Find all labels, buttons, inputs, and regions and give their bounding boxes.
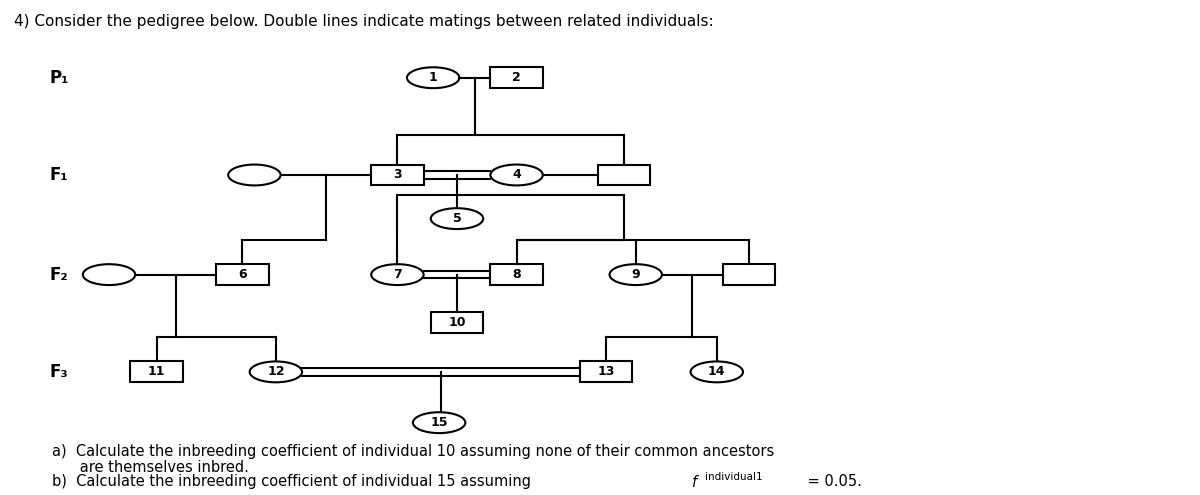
Text: 9: 9	[631, 268, 640, 281]
Bar	[131, 361, 182, 382]
Text: 11: 11	[148, 365, 166, 378]
Text: 7: 7	[394, 268, 402, 281]
Bar	[491, 67, 542, 88]
Text: a)  Calculate the inbreeding coefficient of individual 10 assuming none of their: a) Calculate the inbreeding coefficient …	[52, 445, 774, 459]
Text: 3: 3	[394, 168, 402, 182]
Text: 14: 14	[708, 365, 726, 378]
Bar	[216, 264, 269, 285]
Text: 15: 15	[431, 416, 448, 429]
Text: = 0.05.: = 0.05.	[803, 474, 862, 489]
Text: b)  Calculate the inbreeding coefficient of individual 15 assuming: b) Calculate the inbreeding coefficient …	[52, 474, 535, 489]
Text: are themselves inbred.: are themselves inbred.	[52, 460, 248, 475]
Text: 6: 6	[238, 268, 247, 281]
Text: P₁: P₁	[49, 69, 68, 87]
Bar	[598, 164, 650, 186]
Text: F₃: F₃	[49, 363, 68, 381]
Text: F₂: F₂	[49, 266, 68, 284]
Text: 4: 4	[512, 168, 521, 182]
Text: 8: 8	[512, 268, 521, 281]
Text: individual1: individual1	[704, 472, 762, 482]
Text: 1: 1	[428, 71, 438, 84]
Bar	[580, 361, 632, 382]
Text: $f$: $f$	[690, 474, 700, 490]
Text: 12: 12	[268, 365, 284, 378]
Text: F₁: F₁	[49, 166, 68, 184]
Text: 2: 2	[512, 71, 521, 84]
Bar	[722, 264, 775, 285]
Text: 10: 10	[449, 316, 466, 329]
Text: 13: 13	[598, 365, 614, 378]
Text: 4) Consider the pedigree below. Double lines indicate matings between related in: 4) Consider the pedigree below. Double l…	[13, 14, 713, 29]
Bar	[431, 312, 484, 333]
Text: 5: 5	[452, 212, 461, 225]
Bar	[371, 164, 424, 186]
Bar	[491, 264, 542, 285]
